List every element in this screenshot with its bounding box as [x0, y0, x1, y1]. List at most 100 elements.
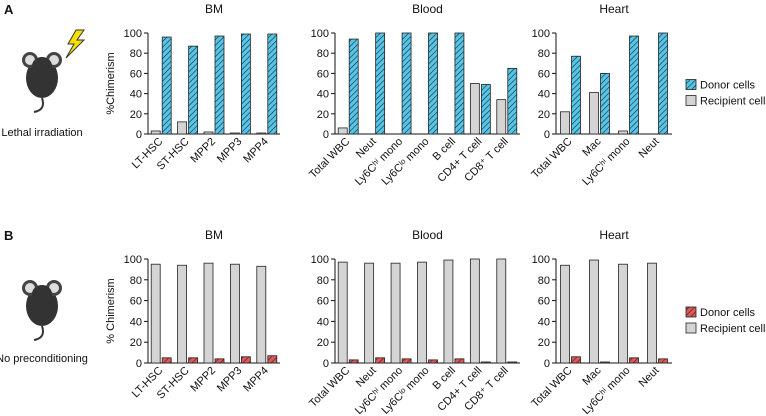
chart-title: Blood: [412, 228, 443, 242]
bar: [161, 36, 172, 135]
legend-swatch: [685, 79, 697, 90]
bar: [150, 130, 161, 135]
y-tick-label: 80: [317, 275, 329, 287]
bar: [647, 262, 657, 364]
bar: [337, 127, 348, 135]
y-tick-label: 100: [124, 254, 142, 266]
bar: [618, 130, 628, 135]
x-tick-label: Total WBC: [529, 136, 574, 181]
bar: [214, 35, 225, 135]
y-tick-label: 60: [538, 296, 550, 308]
bar: [267, 33, 278, 135]
bar: [469, 258, 480, 364]
y-tick-label: 20: [130, 109, 142, 121]
bar: [496, 99, 507, 135]
y-tick-label: 0: [544, 358, 550, 370]
bar: [240, 33, 251, 135]
bar: [428, 32, 438, 135]
y-axis-label: % Chimerism: [105, 278, 117, 343]
bar: [571, 55, 581, 135]
x-tick-label: MPP2: [188, 136, 218, 166]
mouse-icon: [22, 52, 62, 113]
y-tick-label: 0: [136, 129, 142, 141]
y-tick-label: 80: [317, 48, 329, 60]
bar: [507, 67, 518, 135]
mouse-icon: [22, 280, 62, 341]
y-tick-label: 100: [532, 254, 550, 266]
y-tick-label: 40: [317, 89, 329, 101]
x-tick-label: Mac: [580, 135, 604, 159]
bar: [150, 263, 161, 364]
x-tick-label: Total WBC: [307, 136, 352, 181]
bar: [417, 261, 427, 364]
y-tick-label: 0: [544, 129, 550, 141]
y-tick-label: 100: [311, 254, 329, 266]
x-tick-label: MPP4: [241, 136, 271, 166]
x-tick-label: MPP4: [241, 365, 271, 395]
y-tick-label: 40: [538, 316, 550, 328]
y-tick-label: 60: [130, 296, 142, 308]
chart-title: Heart: [599, 228, 629, 242]
bar: [600, 73, 610, 135]
bar: [589, 92, 599, 135]
bar: [161, 357, 172, 364]
bar: [203, 262, 214, 364]
y-tick-label: 20: [538, 337, 550, 349]
legend-label: Donor cells: [700, 307, 756, 319]
bar: [401, 358, 412, 364]
bar: [507, 361, 518, 364]
bar: [571, 356, 581, 364]
y-tick-label: 20: [130, 337, 142, 349]
bar: [560, 111, 570, 135]
x-tick-label: Total WBC: [307, 365, 352, 410]
bar: [618, 263, 628, 364]
bar: [267, 355, 278, 364]
bar: [364, 262, 375, 364]
y-tick-label: 60: [317, 296, 329, 308]
chart-title: Blood: [412, 2, 443, 16]
panel-label: A: [4, 2, 14, 17]
y-tick-label: 80: [130, 275, 142, 287]
bar: [375, 357, 386, 364]
y-tick-label: 100: [311, 28, 329, 40]
panel-label: B: [4, 228, 13, 243]
y-tick-label: 20: [317, 337, 329, 349]
x-tick-label: MPP3: [215, 136, 245, 166]
bar: [348, 359, 359, 364]
lightning-icon: [65, 29, 86, 59]
y-tick-label: 40: [538, 89, 550, 101]
bar: [214, 358, 225, 364]
bar: [348, 38, 359, 135]
bar: [240, 356, 251, 364]
bar: [496, 258, 507, 364]
y-tick-label: 0: [323, 129, 329, 141]
bar: [469, 83, 480, 135]
y-tick-label: 40: [317, 316, 329, 328]
bar: [629, 35, 639, 135]
x-tick-label: Neut: [637, 136, 662, 161]
legend-label: Recipient cells: [700, 323, 766, 335]
legend-swatch: [685, 306, 697, 318]
bar: [629, 357, 639, 364]
x-tick-label: MPP2: [188, 365, 218, 395]
chart-title: BM: [205, 2, 223, 16]
bar: [177, 121, 188, 135]
bar: [177, 264, 188, 364]
bar: [600, 361, 610, 364]
y-tick-label: 80: [130, 48, 142, 60]
bar: [589, 259, 599, 364]
bar: [337, 261, 348, 364]
x-tick-label: MPP3: [215, 365, 245, 395]
y-tick-label: 100: [124, 28, 142, 40]
y-tick-label: 40: [130, 316, 142, 328]
y-axis-label: %Chimerism: [105, 52, 117, 114]
legend-label: Donor cells: [700, 80, 756, 92]
bar: [256, 265, 267, 364]
bar: [401, 32, 412, 135]
bar: [390, 262, 401, 364]
y-tick-label: 0: [136, 358, 142, 370]
chart-title: BM: [205, 228, 223, 242]
bar: [203, 131, 214, 135]
